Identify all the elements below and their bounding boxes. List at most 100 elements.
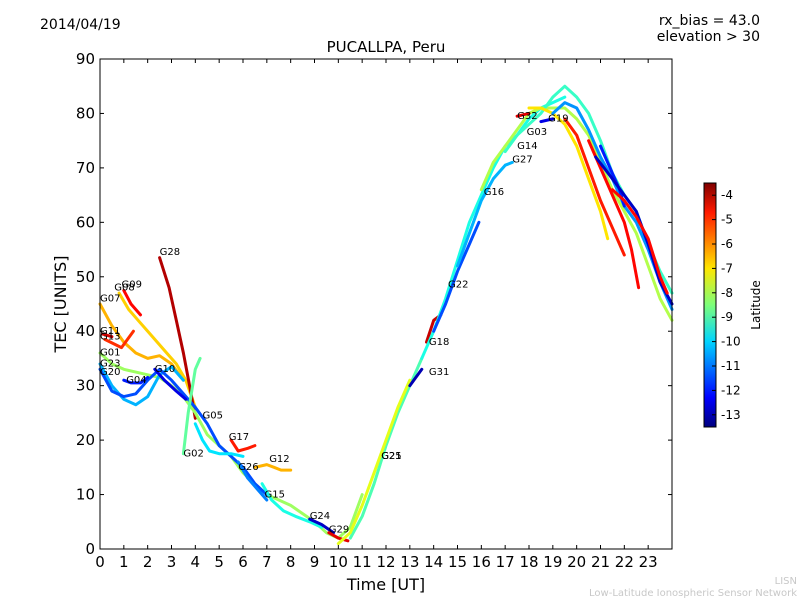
x-tick-label: 13 <box>400 553 419 571</box>
satellite-label: G18 <box>429 337 449 348</box>
series-line-g21 <box>336 378 412 546</box>
y-tick-label: 30 <box>76 377 95 395</box>
series-line-g32 <box>515 111 531 118</box>
x-tick-label: 0 <box>95 553 105 571</box>
series-line-g14b <box>563 117 626 257</box>
chart-title: PUCALLPA, Peru <box>326 38 446 56</box>
colorbar-tick-label: -4 <box>721 188 733 202</box>
satellite-label: G02 <box>183 448 203 459</box>
colorbar-tick-label: -11 <box>721 359 741 373</box>
satellite-label: G29 <box>329 525 349 536</box>
x-tick-label: 16 <box>472 553 491 571</box>
satellite-label: G05 <box>203 410 223 421</box>
series-line-g04 <box>122 376 150 385</box>
series-line-g27 <box>456 160 514 268</box>
colorbar-tick-label: -7 <box>721 261 733 275</box>
x-tick-label: 8 <box>286 553 296 571</box>
colorbar-tick-label: -5 <box>721 213 733 227</box>
satellite-label: G09 <box>122 280 142 291</box>
series-line-g03b <box>587 139 641 290</box>
series-line-g05 <box>193 422 245 458</box>
y-tick-label: 20 <box>76 431 95 449</box>
satellite-label: G32 <box>517 111 537 122</box>
satellite-label: G08 <box>114 282 134 293</box>
series-line-g16 <box>432 220 481 333</box>
series-line-g08 <box>117 291 197 409</box>
y-tick-label: 0 <box>85 540 95 558</box>
series-line-g15 <box>260 482 324 529</box>
x-tick-label: 23 <box>639 553 658 571</box>
x-tick-label: 14 <box>424 553 443 571</box>
satellite-label: G10 <box>155 364 175 375</box>
colorbar-tick-label: -9 <box>721 310 733 324</box>
series-line-g29 <box>327 531 350 543</box>
series-line-g19b <box>527 106 610 241</box>
rx-bias-label: rx_bias = 43.0 <box>658 13 760 29</box>
series-line-g24 <box>308 517 336 535</box>
x-tick-label: 9 <box>310 553 320 571</box>
x-tick-label: 2 <box>143 553 153 571</box>
x-tick-label: 18 <box>519 553 538 571</box>
y-tick-label: 50 <box>76 268 95 286</box>
elevation-label: elevation > 30 <box>656 29 760 45</box>
satellite-label: G25 <box>381 451 401 462</box>
colorbar-tick-label: -8 <box>721 286 733 300</box>
satellite-label: G27 <box>512 154 532 165</box>
x-tick-label: 19 <box>543 553 562 571</box>
y-tick-label: 70 <box>76 159 95 177</box>
series-line-g31 <box>408 367 424 388</box>
satellite-label: G21 <box>381 451 401 462</box>
satellite-label: G14 <box>517 141 537 152</box>
series-layer <box>98 84 674 546</box>
footer-network: Low-Latitude Ionospheric Sensor Network <box>589 588 797 599</box>
x-tick-label: 4 <box>191 553 201 571</box>
x-tick-label: 6 <box>238 553 248 571</box>
satellite-label: G15 <box>265 489 285 500</box>
satellite-label: G16 <box>484 187 504 198</box>
x-tick-label: 7 <box>262 553 272 571</box>
satellite-label: G13 <box>100 331 120 342</box>
series-line-g12 <box>253 463 293 472</box>
colorbar-tick-label: -12 <box>721 383 741 397</box>
y-tick-label: 90 <box>76 50 95 68</box>
series-line-g09 <box>122 288 142 317</box>
x-tick-label: 12 <box>376 553 395 571</box>
series-line-g07 <box>98 302 185 382</box>
x-tick-label: 22 <box>615 553 634 571</box>
y-axis-label: TEC [UNITS] <box>51 256 70 354</box>
satellite-label: G24 <box>310 511 330 522</box>
satellite-label: G07 <box>100 293 120 304</box>
colorbar-tick-label: -10 <box>721 335 741 349</box>
x-tick-label: 11 <box>353 553 372 571</box>
satellite-label: G03 <box>527 127 547 138</box>
y-axis: 0 10 20 30 40 50 60 70 80 90 <box>76 50 672 558</box>
satellite-label: G19 <box>548 114 568 125</box>
x-tick-label: 20 <box>567 553 586 571</box>
series-line-g14 <box>479 106 674 322</box>
x-axis: 0 1 2 3 4 5 6 7 8 9 10 11 12 13 14 15 16 17 18 19 20 21 22 23 <box>95 59 658 571</box>
x-tick-label: 1 <box>119 553 129 571</box>
x-tick-label: 15 <box>448 553 467 571</box>
x-tick-label: 3 <box>167 553 177 571</box>
colorbar-tick-label: -6 <box>721 237 733 251</box>
series-line-g11 <box>100 332 114 339</box>
satellite-label: G01 <box>100 348 120 359</box>
footer-lisn: LISN <box>774 576 797 587</box>
series-line-g14c <box>594 155 674 306</box>
satellite-label: G04 <box>126 375 146 386</box>
x-tick-label: 17 <box>496 553 515 571</box>
series-line-g12b <box>610 188 669 295</box>
satellite-label: G12 <box>269 454 289 465</box>
satellite-label: G20 <box>100 367 120 378</box>
y-tick-label: 40 <box>76 322 95 340</box>
x-tick-label: 10 <box>329 553 348 571</box>
series-line-g02 <box>181 356 202 456</box>
y-tick-label: 10 <box>76 486 95 504</box>
series-line-g17 <box>229 438 257 453</box>
date-label: 2014/04/19 <box>40 17 121 33</box>
y-tick-label: 80 <box>76 104 95 122</box>
satellite-label: G17 <box>229 432 249 443</box>
x-tick-label: 5 <box>214 553 224 571</box>
